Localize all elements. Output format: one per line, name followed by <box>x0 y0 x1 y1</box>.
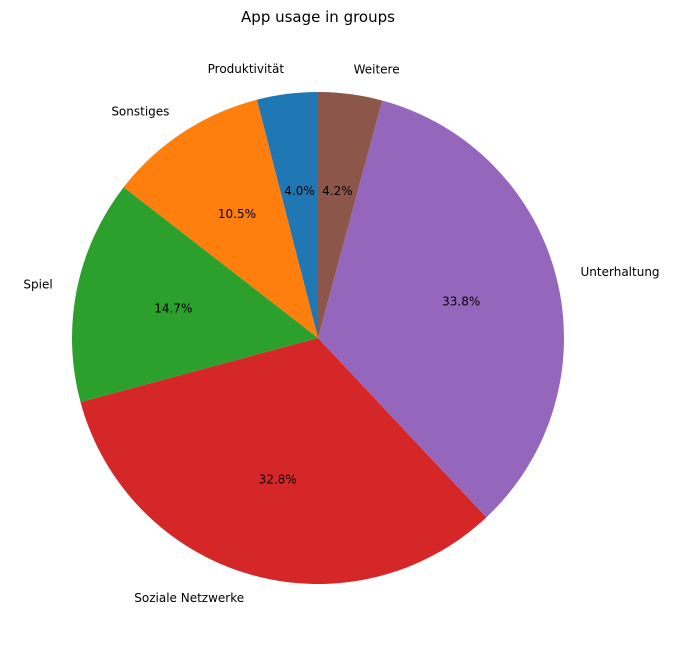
slice-percent-unterhaltung: 33.8% <box>442 295 480 309</box>
pie-slice-soziale-netzwerke <box>80 338 487 584</box>
slice-label-soziale-netzwerke: Soziale Netzwerke <box>134 591 244 605</box>
pie-slice-produktivitat <box>256 92 318 338</box>
pie-slice-spiel <box>71 187 318 403</box>
slice-label-unterhaltung: Unterhaltung <box>581 265 660 279</box>
slice-percent-weitere: 4.2% <box>322 184 353 198</box>
pie-slice-weitere <box>318 92 383 338</box>
slice-percent-soziale-netzwerke: 32.8% <box>259 472 297 486</box>
slice-percent-produktivitat: 4.0% <box>284 184 315 198</box>
slice-label-produktivitat: Produktivität <box>208 62 285 76</box>
slice-percent-spiel: 14.7% <box>154 301 192 315</box>
slice-label-spiel: Spiel <box>23 277 52 291</box>
pie-slice-unterhaltung <box>318 100 564 518</box>
slice-percent-sonstiges: 10.5% <box>218 207 256 221</box>
pie-slice-sonstiges <box>123 99 319 338</box>
slice-label-weitere: Weitere <box>354 62 400 76</box>
slice-label-sonstiges: Sonstiges <box>111 104 169 118</box>
chart-title: App usage in groups <box>241 8 395 26</box>
